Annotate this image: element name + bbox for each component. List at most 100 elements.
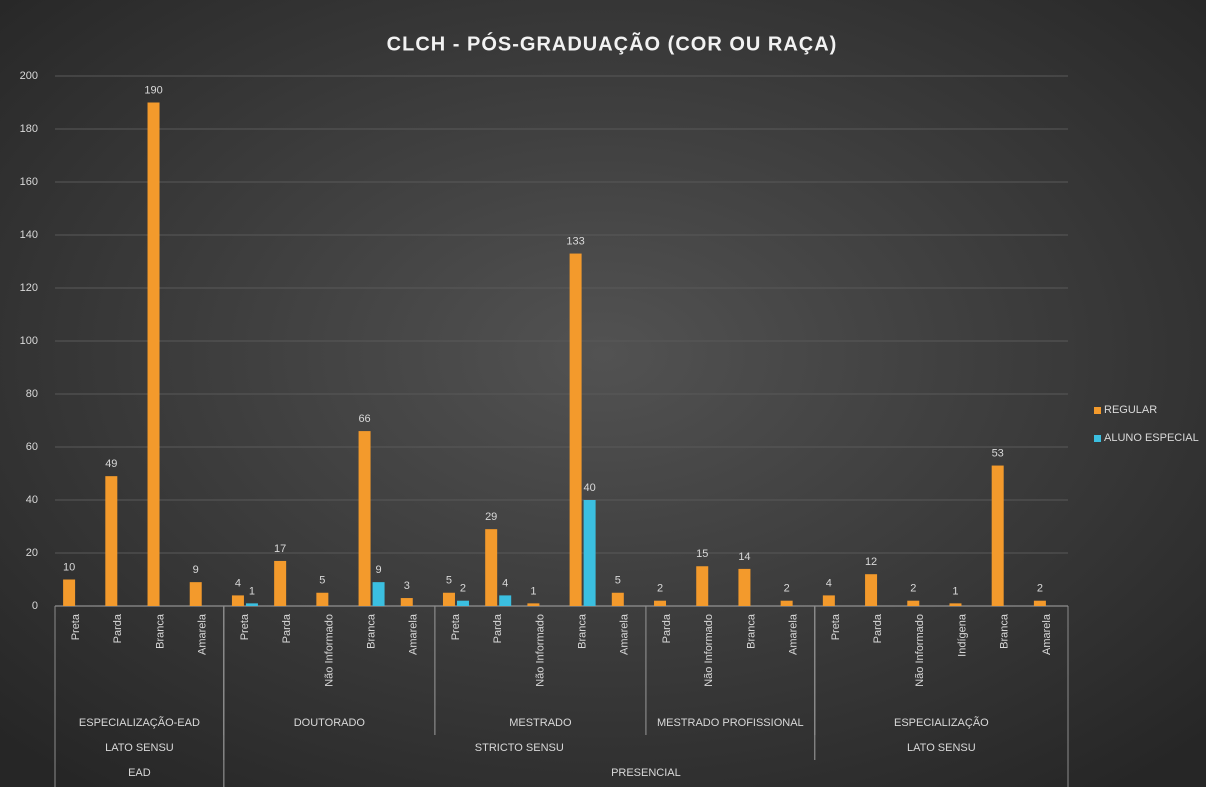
- x-tick-label: Não Informado: [914, 614, 926, 687]
- data-label: 190: [144, 84, 162, 96]
- x-tick-label: Parda: [281, 613, 293, 643]
- category-group-label: ESPECIALIZAÇÃO: [894, 716, 989, 729]
- category-group-label: STRICTO SENSU: [475, 742, 564, 754]
- legend-label: REGULAR: [1104, 404, 1157, 416]
- y-tick-label: 0: [32, 600, 38, 612]
- bar: [372, 582, 385, 606]
- data-label: 2: [657, 583, 663, 595]
- y-tick-label: 200: [20, 70, 38, 82]
- bar: [245, 603, 258, 606]
- y-tick-label: 160: [20, 176, 38, 188]
- data-label: 2: [910, 583, 916, 595]
- data-label: 10: [63, 561, 75, 573]
- data-label: 40: [583, 482, 595, 494]
- bar: [611, 592, 624, 606]
- y-tick-label: 180: [20, 123, 38, 135]
- y-tick-label: 60: [26, 441, 38, 453]
- bar: [147, 102, 160, 606]
- x-tick-label: Amarela: [197, 613, 209, 655]
- x-tick-label: Branca: [577, 613, 589, 649]
- data-label: 4: [235, 577, 241, 589]
- bar: [456, 600, 469, 606]
- bar: [696, 566, 709, 606]
- bar: [63, 579, 76, 606]
- data-label: 66: [358, 413, 370, 425]
- x-tick-label: Preta: [70, 613, 82, 640]
- bar: [569, 253, 582, 607]
- data-label: 12: [865, 556, 877, 568]
- data-label: 5: [446, 575, 452, 587]
- category-group-label: EAD: [128, 767, 151, 779]
- category-group-label: ESPECIALIZAÇÃO-EAD: [79, 716, 200, 729]
- x-tick-label: Não Informado: [323, 614, 335, 687]
- x-tick-label: Preta: [830, 613, 842, 640]
- data-label: 133: [566, 235, 584, 247]
- category-group-label: MESTRADO PROFISSIONAL: [657, 717, 804, 729]
- bar: [780, 600, 793, 606]
- category-group-label: LATO SENSU: [105, 742, 174, 754]
- y-tick-label: 80: [26, 388, 38, 400]
- x-tick-label: Amarela: [408, 613, 420, 655]
- y-tick-label: 140: [20, 229, 38, 241]
- x-tick-label: Preta: [450, 613, 462, 640]
- bar: [316, 592, 329, 606]
- chart-title: CLCH - PÓS-GRADUAÇÃO (COR OU RAÇA): [387, 31, 838, 55]
- bar: [949, 603, 962, 606]
- data-label: 1: [952, 585, 958, 597]
- category-group-label: LATO SENSU: [907, 742, 976, 754]
- data-label: 17: [274, 543, 286, 555]
- x-tick-label: Amarela: [1041, 613, 1053, 655]
- data-label: 53: [992, 447, 1004, 459]
- bar: [991, 465, 1004, 606]
- category-group-label: MESTRADO: [509, 717, 572, 729]
- x-tick-label: Parda: [492, 613, 504, 643]
- legend-label: ALUNO ESPECIAL: [1104, 432, 1199, 444]
- data-label: 3: [404, 580, 410, 592]
- x-tick-label: Amarela: [788, 613, 800, 655]
- data-label: 49: [105, 458, 117, 470]
- bar: [907, 600, 920, 606]
- bar: [189, 582, 202, 606]
- data-label: 14: [738, 551, 750, 563]
- data-label: 2: [784, 583, 790, 595]
- bar: [231, 595, 244, 606]
- bar: [105, 476, 118, 606]
- data-label: 9: [376, 564, 382, 576]
- x-tick-label: Branca: [999, 613, 1011, 649]
- bar: [822, 595, 835, 606]
- data-label: 5: [319, 575, 325, 587]
- data-label: 9: [193, 564, 199, 576]
- y-tick-label: 120: [20, 282, 38, 294]
- data-label: 29: [485, 511, 497, 523]
- bar: [499, 595, 512, 606]
- bar: [738, 568, 751, 606]
- x-tick-label: Indígena: [956, 613, 968, 657]
- bar: [654, 600, 667, 606]
- x-tick-label: Branca: [154, 613, 166, 649]
- x-tick-label: Não Informado: [534, 614, 546, 687]
- data-label: 1: [530, 585, 536, 597]
- y-tick-label: 100: [20, 335, 38, 347]
- category-group-label: DOUTORADO: [294, 717, 366, 729]
- bar: [1033, 600, 1046, 606]
- data-label: 4: [502, 577, 508, 589]
- y-tick-label: 40: [26, 494, 38, 506]
- bar: [442, 592, 455, 606]
- data-label: 5: [615, 575, 621, 587]
- bar: [274, 560, 287, 606]
- x-tick-label: Branca: [365, 613, 377, 649]
- category-group-label: PRESENCIAL: [611, 767, 681, 779]
- x-tick-label: Não Informado: [703, 614, 715, 687]
- bar: [865, 574, 878, 606]
- bar: [358, 431, 371, 606]
- y-tick-label: 20: [26, 547, 38, 559]
- x-tick-label: Parda: [872, 613, 884, 643]
- legend-swatch: [1094, 407, 1101, 414]
- x-tick-label: Preta: [239, 613, 251, 640]
- bar: [400, 598, 413, 606]
- data-label: 1: [249, 585, 255, 597]
- data-label: 15: [696, 548, 708, 560]
- legend-swatch: [1094, 435, 1101, 442]
- x-tick-label: Parda: [112, 613, 124, 643]
